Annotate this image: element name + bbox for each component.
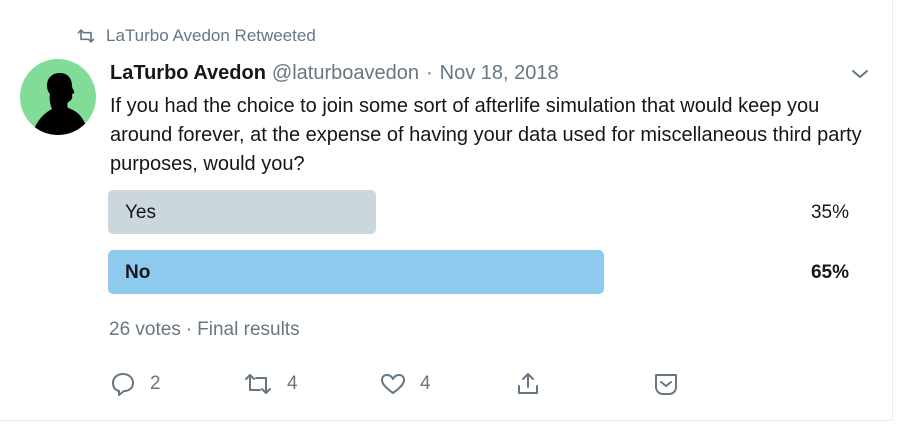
avatar[interactable]: [20, 59, 96, 135]
poll-option-no-bar: [108, 250, 604, 294]
share-button[interactable]: [515, 370, 541, 398]
poll-option-no-label: No: [125, 262, 151, 283]
poll-votes: 26 votes: [109, 319, 181, 340]
retweet-context: LaTurbo Avedon Retweeted: [76, 26, 316, 46]
retweet-button[interactable]: 4: [243, 370, 298, 398]
header-separator: ·: [426, 62, 433, 84]
author-name[interactable]: LaTurbo Avedon: [110, 62, 266, 84]
retweet-icon: [77, 29, 95, 43]
like-count: 4: [420, 373, 431, 394]
retweet-icon: [245, 374, 271, 394]
reply-count: 2: [150, 373, 161, 394]
tweet-header: LaTurbo Avedon @laturboavedon · Nov 18, …: [110, 62, 559, 85]
tweet-date[interactable]: Nov 18, 2018: [439, 62, 559, 84]
reply-button[interactable]: 2: [110, 370, 161, 398]
heart-icon: [381, 374, 405, 394]
reply-icon: [112, 373, 134, 396]
poll-option-yes-label: Yes: [125, 202, 156, 223]
avatar-silhouette: [32, 73, 88, 135]
share-icon: [518, 373, 538, 394]
direct-message-icon: [655, 374, 677, 395]
poll-meta: 26 votes · Final results: [109, 319, 300, 341]
retweet-context-label: LaTurbo Avedon Retweeted: [106, 26, 316, 45]
chevron-down-icon[interactable]: [850, 67, 870, 81]
author-handle[interactable]: @laturboavedon: [271, 62, 419, 84]
poll-meta-separator: ·: [185, 319, 193, 340]
tweet-text: If you had the choice to join some sort …: [110, 95, 862, 175]
like-button[interactable]: 4: [380, 370, 431, 398]
direct-message-button[interactable]: [652, 370, 680, 398]
poll-option-no-percent: 65%: [810, 262, 849, 283]
retweet-count: 4: [287, 373, 298, 394]
poll-option-yes-bar: [108, 190, 376, 234]
poll-status: Final results: [197, 319, 300, 340]
poll-option-yes-percent: 35%: [810, 202, 849, 223]
